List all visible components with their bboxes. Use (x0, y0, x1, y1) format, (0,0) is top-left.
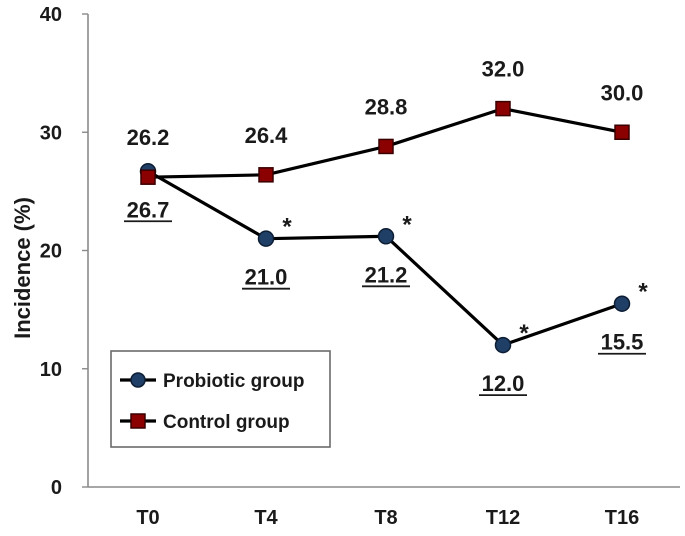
x-tick-label: T16 (605, 507, 639, 529)
y-axis-label: Incidence (%) (10, 197, 35, 339)
probiotic-point (494, 336, 512, 354)
control-data-label: 32.0 (482, 57, 525, 82)
probiotic-data-label: 21.0 (245, 265, 288, 290)
significance-marker: * (282, 214, 292, 241)
probiotic-point (377, 228, 395, 245)
probiotic-data-label: 15.5 (601, 330, 644, 355)
y-tick-label: 10 (40, 359, 62, 381)
y-tick-label: 20 (40, 241, 62, 263)
y-tick-label: 30 (40, 122, 62, 144)
control-data-label: 26.2 (127, 125, 170, 150)
significance-marker: * (402, 211, 412, 238)
control-point (378, 138, 394, 155)
probiotic-point (613, 295, 631, 312)
y-tick-label: 0 (51, 477, 62, 499)
x-tick-label: T8 (374, 507, 397, 529)
probiotic-series-line (147, 169, 623, 347)
x-tick-label: T12 (486, 507, 520, 529)
significance-marker: * (638, 279, 648, 306)
probiotic-data-label: 26.7 (127, 197, 170, 222)
legend-box (110, 350, 331, 448)
control-point (258, 167, 274, 183)
x-tick-label: T0 (136, 507, 159, 529)
legend: Probiotic group Control group (110, 350, 331, 448)
control-data-label: 26.4 (245, 123, 289, 148)
significance-marker: * (519, 320, 529, 347)
legend-control-marker (130, 413, 146, 429)
legend-probiotic-label: Probiotic group (163, 371, 304, 392)
probiotic-data-label: 12.0 (482, 371, 525, 396)
x-tick-label: T4 (254, 507, 278, 529)
probiotic-point (257, 230, 275, 247)
control-data-label: 30.0 (601, 80, 644, 105)
legend-probiotic-marker (130, 372, 146, 388)
control-point (614, 124, 630, 140)
legend-control-label: Control group (163, 412, 290, 433)
x-tick-labels: T0 T4 T8 T12 T16 (136, 507, 639, 529)
control-point (140, 169, 156, 185)
control-point (495, 100, 511, 117)
control-data-label: 28.8 (365, 94, 408, 119)
y-tick-labels: 0 10 20 30 40 (40, 4, 88, 499)
probiotic-data-label: 21.2 (365, 262, 408, 287)
series-layer: 26.2 26.4 28.8 32.0 30.0 26.7 21.0 21.2 12.0 15.5… (124, 57, 648, 396)
y-tick-label: 40 (40, 4, 62, 26)
